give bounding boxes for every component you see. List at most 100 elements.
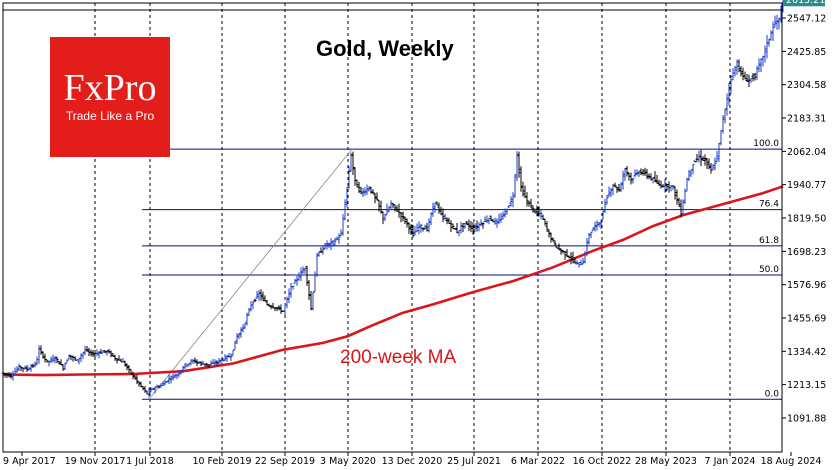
- y-tick-label: 1940.77: [787, 180, 826, 191]
- price-bar: [709, 163, 713, 174]
- price-bar: [151, 387, 155, 391]
- price-bar: [345, 186, 349, 208]
- price-bar: [613, 182, 617, 188]
- price-bar: [367, 186, 371, 192]
- price-bar: [41, 351, 45, 359]
- price-bar: [571, 251, 575, 264]
- price-bar: [291, 285, 295, 290]
- price-bar: [39, 345, 43, 355]
- plot-frame: [2, 2, 783, 453]
- price-bar: [395, 205, 399, 212]
- price-bar: [743, 71, 747, 80]
- price-bar: [769, 30, 773, 41]
- price-bar: [737, 59, 741, 73]
- y-tick-label: 1698.23: [787, 247, 826, 258]
- price-bar: [687, 169, 691, 182]
- price-bar: [381, 211, 385, 225]
- price-bar: [719, 130, 723, 146]
- price-bar: [729, 75, 733, 94]
- price-bar: [371, 189, 375, 194]
- price-bar: [673, 186, 677, 200]
- price-bar: [555, 246, 559, 249]
- price-bar: [487, 217, 491, 225]
- price-bar: [269, 304, 273, 310]
- logo-tagline: Trade Like a Pro: [65, 109, 155, 123]
- price-bar: [477, 222, 481, 232]
- price-bar: [549, 232, 553, 243]
- price-bar: [245, 312, 249, 326]
- x-tick-label: 13 Dec 2020: [382, 456, 443, 467]
- price-bar: [765, 35, 769, 59]
- price-bar: [457, 230, 461, 237]
- y-tick-label: 2304.58: [787, 80, 826, 91]
- price-bar: [17, 363, 21, 371]
- chart-title: Gold, Weekly: [316, 36, 454, 61]
- price-bar: [141, 385, 145, 391]
- price-bar: [685, 177, 689, 192]
- x-tick-label: 7 Jan 2024: [705, 456, 756, 467]
- price-bar: [621, 170, 625, 190]
- price-bar: [375, 192, 379, 201]
- price-bar: [73, 356, 77, 361]
- price-bar: [109, 350, 113, 358]
- price-bar: [671, 184, 675, 191]
- price-bar: [427, 218, 431, 233]
- price-bar: [437, 202, 441, 214]
- price-bar: [123, 360, 127, 367]
- price-bar: [445, 217, 449, 225]
- price-bar: [701, 155, 705, 161]
- price-bar: [407, 222, 411, 234]
- price-bar: [75, 359, 79, 362]
- x-tick-label: 19 Nov 2017: [65, 456, 126, 467]
- y-tick-label: 2425.85: [787, 47, 826, 58]
- price-bar: [365, 184, 369, 195]
- price-bar: [739, 65, 743, 77]
- price-bar: [385, 203, 389, 215]
- price-bar: [463, 222, 467, 229]
- x-tick-label: 18 Aug 2024: [761, 456, 822, 467]
- price-bar: [307, 280, 311, 300]
- price-bar: [261, 291, 265, 302]
- price-bar: [23, 365, 27, 370]
- price-bar: [97, 350, 101, 359]
- price-bar: [503, 208, 507, 218]
- price-bar: [531, 205, 535, 213]
- price-bar: [617, 184, 621, 192]
- price-bar: [497, 213, 501, 225]
- price-bar: [735, 59, 739, 75]
- price-bar: [33, 361, 37, 368]
- price-bar: [231, 349, 235, 356]
- price-bar: [219, 359, 223, 364]
- price-bar: [713, 157, 717, 171]
- price-bar: [755, 65, 759, 81]
- price-bar: [493, 217, 497, 225]
- x-tick-label: 10 Feb 2019: [192, 456, 251, 467]
- price-bar: [379, 200, 383, 214]
- price-bar: [763, 45, 767, 63]
- price-bar: [581, 257, 585, 265]
- price-bar: [49, 356, 53, 364]
- price-bar: [165, 380, 169, 384]
- price-bar: [747, 74, 751, 87]
- y-tick-label: 1334.42: [787, 347, 826, 358]
- price-bar: [629, 172, 633, 185]
- y-tick-label: 2183.31: [787, 114, 826, 125]
- price-bar: [211, 358, 215, 365]
- price-bar: [215, 360, 219, 366]
- price-bar: [605, 195, 609, 205]
- price-bar: [489, 215, 493, 221]
- price-bar: [275, 307, 279, 312]
- price-bar: [559, 248, 563, 255]
- price-bar: [391, 203, 395, 209]
- price-bar: [639, 168, 643, 176]
- price-bar: [515, 151, 519, 182]
- price-bar: [355, 179, 359, 188]
- price-bar: [529, 198, 533, 209]
- price-bar: [147, 388, 151, 398]
- price-bar: [741, 67, 745, 81]
- price-bar: [43, 353, 47, 363]
- price-bar: [83, 345, 87, 356]
- price-bar: [645, 168, 649, 180]
